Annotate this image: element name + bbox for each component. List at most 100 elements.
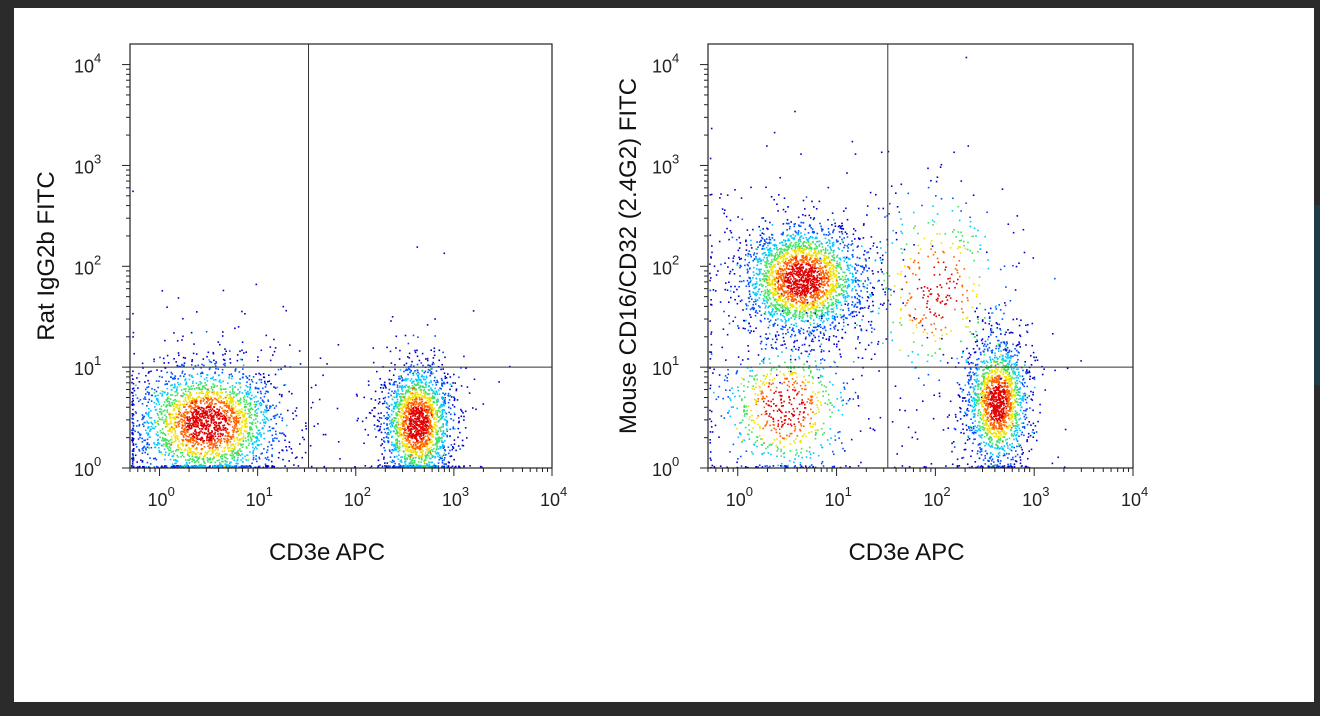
event-dot <box>394 402 396 405</box>
event-dot <box>429 398 431 401</box>
event-dot <box>234 412 236 414</box>
event-dot <box>249 451 251 453</box>
event-dot <box>432 433 434 436</box>
event-dot <box>728 315 730 317</box>
event-dot <box>194 409 197 411</box>
event-dot <box>168 402 170 405</box>
event-dot <box>838 225 841 227</box>
event-dot <box>395 390 397 393</box>
event-dot <box>231 389 234 391</box>
event-dot <box>183 449 186 451</box>
event-dot <box>194 365 197 367</box>
event-dot <box>229 454 232 456</box>
event-dot <box>182 392 185 395</box>
event-dot <box>453 406 456 408</box>
event-dot <box>380 431 383 434</box>
event-dot <box>407 356 409 358</box>
event-dot <box>427 404 430 406</box>
event-dot <box>183 404 185 407</box>
event-dot <box>408 408 410 411</box>
event-dot <box>153 466 156 468</box>
event-dot <box>268 374 270 376</box>
event-dot <box>265 411 267 413</box>
event-dot <box>215 429 217 431</box>
event-dot <box>425 429 428 432</box>
event-dot <box>427 371 429 374</box>
event-dot <box>417 416 420 419</box>
event-dot <box>265 405 267 408</box>
event-dot <box>224 428 226 430</box>
event-dot <box>940 163 943 166</box>
event-dot <box>215 424 217 427</box>
event-dot <box>147 453 149 456</box>
event-dot <box>241 453 243 455</box>
event-dot <box>206 412 209 414</box>
event-dot <box>247 444 250 447</box>
event-dot <box>727 257 730 259</box>
event-dot <box>414 441 417 444</box>
event-dot <box>447 446 450 448</box>
event-dot <box>373 415 376 418</box>
event-dot <box>243 352 245 354</box>
event-dot <box>185 408 187 411</box>
event-dot <box>244 430 247 433</box>
event-dot <box>383 422 385 425</box>
event-dot <box>251 394 253 397</box>
event-dot <box>411 446 414 449</box>
event-dot <box>459 448 461 450</box>
event-dot <box>440 437 443 440</box>
event-dot <box>147 434 149 436</box>
event-dot <box>179 404 182 406</box>
event-dot <box>200 444 203 446</box>
event-dot <box>232 408 234 410</box>
event-dot <box>416 363 419 366</box>
event-dot <box>177 446 180 449</box>
event-dot <box>422 364 424 367</box>
event-dot <box>443 452 446 455</box>
event-dot <box>446 466 449 468</box>
event-dot <box>150 446 153 449</box>
event-dot <box>236 399 239 402</box>
event-dot <box>409 380 412 382</box>
event-dot <box>263 395 266 398</box>
event-dot <box>410 420 413 422</box>
event-dot <box>150 421 152 424</box>
event-dot <box>187 459 189 461</box>
event-dot <box>228 402 231 405</box>
event-dot <box>419 441 422 443</box>
event-dot <box>409 397 411 400</box>
event-dot <box>437 430 439 432</box>
event-dot <box>737 216 739 218</box>
event-dot <box>189 404 192 407</box>
event-dot <box>411 428 413 430</box>
event-dot <box>203 395 206 398</box>
event-dot <box>219 427 222 429</box>
event-dot <box>431 406 433 409</box>
event-dot <box>433 423 436 426</box>
event-dot <box>132 450 135 452</box>
event-dot <box>427 437 430 439</box>
event-dot <box>395 425 398 427</box>
event-dot <box>239 397 242 400</box>
event-dot <box>215 442 217 444</box>
event-dot <box>403 425 405 427</box>
event-dot <box>250 417 252 419</box>
y-tick-label: 104 <box>74 51 101 77</box>
event-dot <box>192 423 194 426</box>
event-dot <box>434 444 437 446</box>
event-dot <box>215 414 218 417</box>
event-dot <box>214 413 216 415</box>
event-dot <box>242 415 244 417</box>
event-dot <box>406 432 408 435</box>
event-dot <box>383 456 385 459</box>
event-dot <box>249 412 251 414</box>
event-dot <box>398 433 401 436</box>
event-dot <box>242 443 244 446</box>
event-dot <box>189 458 191 460</box>
event-dot <box>398 446 401 449</box>
event-dot <box>177 456 179 458</box>
event-dot <box>399 431 401 434</box>
event-dot <box>443 418 446 421</box>
event-dot <box>202 392 205 395</box>
